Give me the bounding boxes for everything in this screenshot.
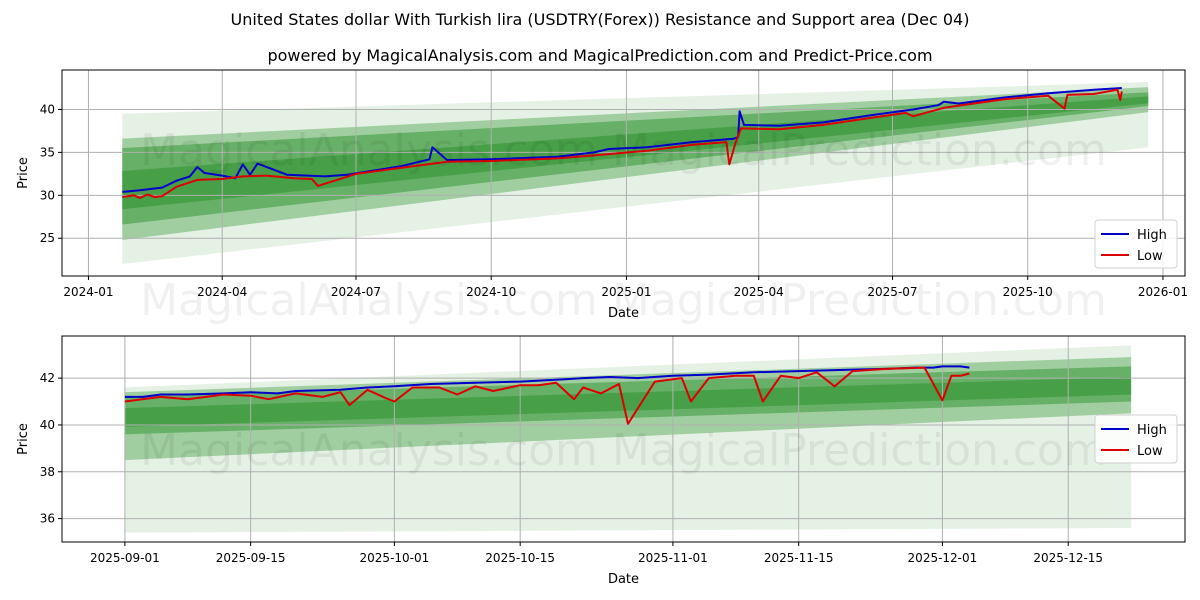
x-tick-label: 2024-10	[466, 285, 516, 299]
support-resistance-band-inner	[122, 92, 1149, 225]
x-axis-label: Date	[608, 572, 639, 587]
x-tick-label: 2024-01	[63, 285, 113, 299]
x-tick-label: 2025-01	[601, 285, 651, 299]
y-tick-label: 42	[40, 371, 55, 385]
bottom-chart-recent-zoom: MagicalAnalysis.com MagicalPrediction.co…	[16, 335, 1186, 587]
watermark-text: MagicalAnalysis.com MagicalPrediction.co…	[140, 275, 1107, 326]
x-tick-label: 2025-10-01	[360, 551, 430, 565]
legend-label-high: High	[1137, 228, 1167, 243]
x-tick-label: 2025-10	[1003, 285, 1053, 299]
plot-area	[62, 70, 1185, 276]
legend-label-high: High	[1137, 423, 1167, 438]
support-resistance-band-mid	[124, 357, 1132, 461]
chart-subtitle: powered by MagicalAnalysis.com and Magic…	[267, 46, 933, 65]
y-tick-label: 40	[40, 102, 55, 116]
support-resistance-band-core	[124, 376, 1132, 427]
y-tick-label: 40	[40, 418, 55, 432]
series-low-line	[122, 88, 1123, 199]
series-low-line	[124, 366, 970, 425]
chart-title: United States dollar With Turkish lira (…	[230, 10, 970, 29]
y-tick-label: 35	[40, 145, 55, 159]
axes-frame	[61, 335, 1186, 543]
top-chart-full-history: MagicalAnalysis.com MagicalPrediction.co…	[16, 69, 1188, 326]
legend: High Low	[1094, 219, 1178, 269]
axes-frame	[61, 69, 1186, 277]
y-axis-label: Price	[16, 423, 31, 455]
x-tick-label: 2025-11-15	[764, 551, 834, 565]
legend-label-low: Low	[1137, 249, 1163, 264]
watermark-text: MagicalAnalysis.com MagicalPrediction.co…	[140, 425, 1107, 476]
legend-label-low: Low	[1137, 444, 1163, 459]
x-tick-label: 2026-01	[1138, 285, 1188, 299]
legend: High Low	[1094, 414, 1178, 464]
support-resistance-band-outer	[124, 345, 1132, 533]
x-tick-label: 2025-04	[734, 285, 784, 299]
x-tick-label: 2024-04	[197, 285, 247, 299]
support-resistance-band-mid	[122, 87, 1149, 240]
y-tick-label: 38	[40, 465, 55, 479]
series-high-line	[122, 87, 1122, 193]
x-tick-label: 2025-09-15	[216, 551, 286, 565]
x-tick-label: 2025-10-15	[485, 551, 555, 565]
x-tick-label: 2025-07	[867, 285, 917, 299]
y-tick-label: 30	[40, 188, 55, 202]
plot-area	[62, 336, 1185, 542]
watermark-text: MagicalAnalysis.com MagicalPrediction.co…	[140, 125, 1107, 176]
y-tick-label: 25	[40, 231, 55, 245]
x-tick-label: 2025-12-01	[908, 551, 978, 565]
support-resistance-band-inner	[124, 366, 1132, 435]
x-tick-label: 2025-09-01	[90, 551, 160, 565]
support-resistance-band-outer	[122, 82, 1149, 264]
y-tick-label: 36	[40, 512, 55, 526]
x-tick-label: 2025-12-15	[1033, 551, 1103, 565]
y-axis-label: Price	[16, 157, 31, 189]
x-tick-label: 2024-07	[331, 285, 381, 299]
x-tick-label: 2025-11-01	[638, 551, 708, 565]
x-axis-label: Date	[608, 306, 639, 321]
